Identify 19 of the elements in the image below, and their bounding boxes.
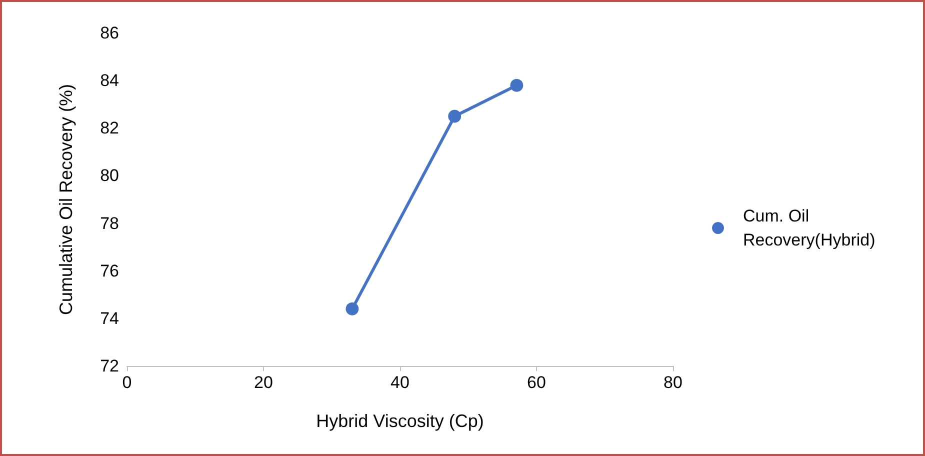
- y-tick-label: 78: [100, 214, 119, 233]
- x-tick-label: 40: [390, 373, 410, 392]
- y-tick-label: 84: [100, 71, 119, 90]
- point: [346, 302, 359, 316]
- y-axis-title: Cumulative Oil Recovery (%): [56, 84, 76, 316]
- point: [510, 78, 524, 92]
- y-tick-label: 76: [100, 261, 119, 280]
- x-tick-label: 0: [122, 373, 132, 392]
- legend-label: Cum. Oil Recovery(Hybrid): [743, 206, 876, 250]
- x-axis-title: Hybrid Viscosity (Cp): [316, 411, 484, 431]
- point: [448, 110, 462, 123]
- y-tick-label: 72: [100, 356, 119, 376]
- x-tick-label: 60: [527, 373, 546, 392]
- x-tick-label: 20: [254, 373, 273, 392]
- y-tick-label: 82: [100, 118, 119, 138]
- y-tick-label: 80: [100, 166, 119, 186]
- x-tick-label: 80: [664, 373, 682, 392]
- y-tick-label: 74: [100, 308, 119, 328]
- y-tick-label: 86: [100, 24, 119, 42]
